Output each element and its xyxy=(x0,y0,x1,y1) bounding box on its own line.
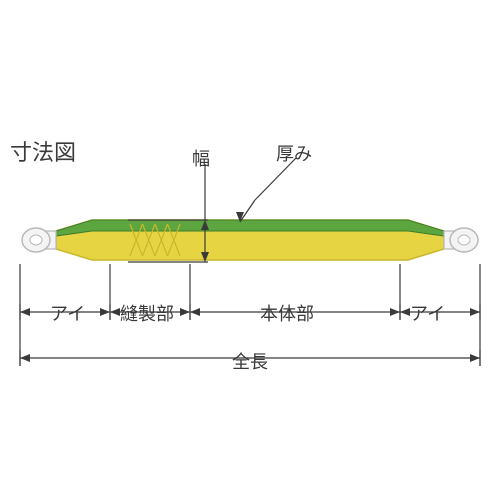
label-eye-left: アイ xyxy=(50,300,85,326)
label-total: 全長 xyxy=(232,348,268,374)
label-thickness: 厚み xyxy=(276,140,312,166)
label-sewn: 縫製部 xyxy=(120,300,174,326)
diagram-svg xyxy=(0,0,500,500)
dimension-diagram: 寸法図 幅 厚み アイ 縫製部 本体部 アイ 全長 xyxy=(0,0,500,500)
label-body: 本体部 xyxy=(260,300,314,326)
label-eye-right: アイ xyxy=(410,300,445,326)
label-width: 幅 xyxy=(192,145,210,171)
diagram-title: 寸法図 xyxy=(10,135,76,167)
